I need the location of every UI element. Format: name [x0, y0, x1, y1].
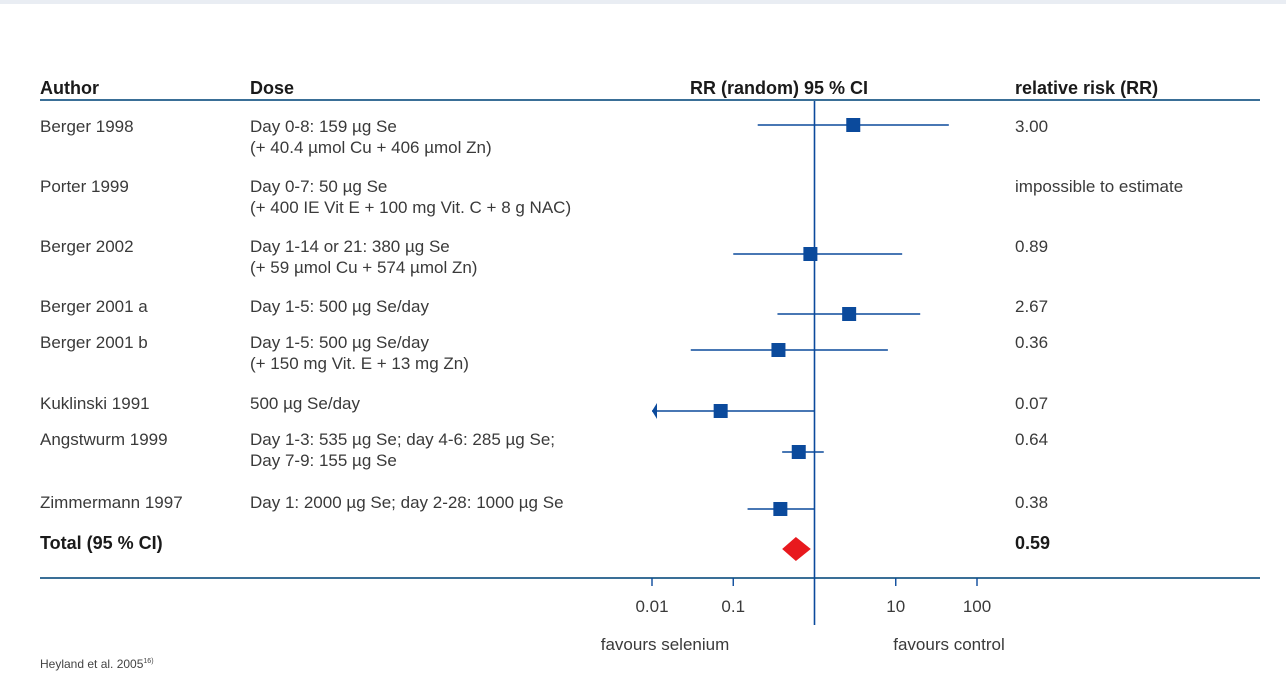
dose-line: Day 1-5: 500 µg Se/day	[250, 297, 429, 316]
dose-cell: Day 1-5: 500 µg Se/day (+ 150 mg Vit. E …	[250, 332, 710, 374]
bottom-rule	[40, 577, 1260, 579]
author-cell: Berger 2001 a	[40, 297, 148, 316]
source-ref: 16)	[143, 658, 154, 665]
x-tick-label: 0.1	[721, 597, 746, 616]
author-cell: Berger 2002	[40, 237, 134, 256]
header-dose: Dose	[250, 78, 295, 98]
dose-line: Day 1: 2000 µg Se; day 2-28: 1000 µg Se	[250, 493, 564, 512]
rr-cell: 0.64	[1015, 430, 1049, 449]
dose-line: (+ 59 µmol Cu + 574 µmol Zn)	[250, 258, 478, 277]
dose-cell: Day 0-8: 159 µg Se (+ 40.4 µmol Cu + 406…	[250, 116, 710, 158]
dose-cell: Day 1-5: 500 µg Se/day	[250, 296, 710, 317]
point-estimate-square	[791, 445, 806, 459]
dose-line: Day 1-5: 500 µg Se/day	[250, 333, 429, 352]
point-estimate-square	[846, 118, 861, 132]
dose-cell: Day 1-14 or 21: 380 µg Se (+ 59 µmol Cu …	[250, 236, 710, 278]
dose-cell: Day 1: 2000 µg Se; day 2-28: 1000 µg Se	[250, 492, 710, 513]
total-label: Total (95 % CI)	[40, 533, 163, 553]
point-estimate-square	[771, 343, 786, 357]
dose-line: (+ 400 IE Vit E + 100 mg Vit. C + 8 g NA…	[250, 198, 572, 217]
rr-cell: 0.89	[1015, 237, 1049, 256]
dose-cell: 500 µg Se/day	[250, 393, 710, 414]
rr-cell: 0.36	[1015, 333, 1049, 352]
author-cell: Zimmermann 1997	[40, 493, 183, 512]
favours-control-label: favours control	[893, 635, 1005, 654]
author-cell: Berger 2001 b	[40, 333, 148, 352]
point-estimate-square	[842, 307, 857, 321]
dose-cell: Day 1-3: 535 µg Se; day 4-6: 285 µg Se; …	[250, 429, 710, 471]
source-citation: Heyland et al. 200516)	[40, 657, 154, 671]
rr-cell: 0.07	[1015, 394, 1049, 413]
author-cell: Berger 1998	[40, 117, 134, 136]
dose-line: Day 0-8: 159 µg Se	[250, 117, 397, 136]
dose-line: Day 1-14 or 21: 380 µg Se	[250, 237, 450, 256]
x-tick-label: 100	[962, 597, 992, 616]
dose-cell: Day 0-7: 50 µg Se (+ 400 IE Vit E + 100 …	[250, 176, 710, 218]
point-estimate-square	[713, 404, 728, 418]
rr-cell: 2.67	[1015, 297, 1049, 316]
ci-truncation-arrow	[652, 403, 657, 419]
author-cell: Porter 1999	[40, 177, 129, 196]
x-tick-label: 10	[886, 597, 906, 616]
dose-line: (+ 150 mg Vit. E + 13 mg Zn)	[250, 354, 469, 373]
rr-cell: impossible to estimate	[1015, 177, 1184, 196]
pooled-estimate-diamond	[782, 537, 811, 561]
author-cell: Kuklinski 1991	[40, 394, 150, 413]
point-estimate-square	[773, 502, 788, 516]
point-estimate-square	[803, 247, 818, 261]
source-text: Heyland et al. 2005	[40, 657, 144, 671]
dose-line: Day 7-9: 155 µg Se	[250, 451, 397, 470]
author-cell: Angstwurm 1999	[40, 430, 168, 449]
header-ci: RR (random) 95 % CI	[690, 78, 869, 98]
header-author: Author	[40, 78, 99, 98]
dose-line: Day 0-7: 50 µg Se	[250, 177, 388, 196]
dose-line: (+ 40.4 µmol Cu + 406 µmol Zn)	[250, 138, 492, 157]
rr-cell: 3.00	[1015, 117, 1049, 136]
rr-cell: 0.38	[1015, 493, 1049, 512]
dose-line: Day 1-3: 535 µg Se; day 4-6: 285 µg Se;	[250, 430, 555, 449]
dose-line: 500 µg Se/day	[250, 394, 360, 413]
x-tick-label: 0.01	[635, 597, 669, 616]
top-border	[0, 0, 1286, 4]
header-relative-risk: relative risk (RR)	[1015, 78, 1159, 98]
total-rr: 0.59	[1015, 533, 1051, 553]
favours-selenium-label: favours selenium	[600, 635, 730, 654]
header-rule	[40, 99, 1260, 101]
